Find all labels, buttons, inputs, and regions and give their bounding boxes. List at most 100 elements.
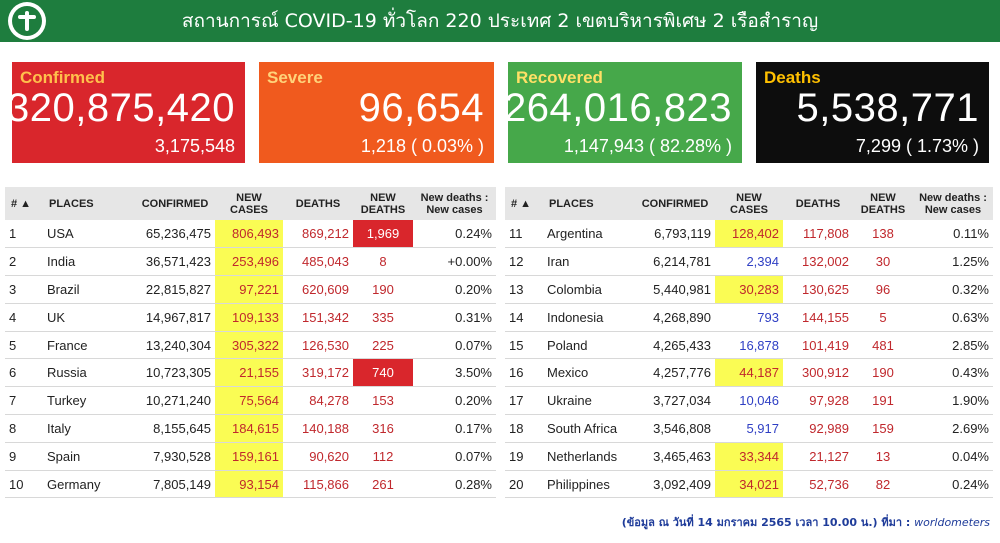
cell-new-cases: 253,496 <box>215 247 283 277</box>
cell-confirmed: 6,214,781 <box>635 247 715 277</box>
cell-deaths: 132,002 <box>783 247 853 277</box>
cell-rank: 6 <box>5 358 43 388</box>
table-row: 3 Brazil 22,815,827 97,221 620,609 190 0.20% <box>5 275 496 304</box>
cell-new-deaths: 82 <box>853 470 913 499</box>
cell-new-deaths: 316 <box>353 414 413 443</box>
cell-rank: 4 <box>5 303 43 332</box>
cell-place: Russia <box>43 358 135 388</box>
page-title: สถานการณ์ COVID-19 ทั่วโลก 220 ประเทศ 2 … <box>181 10 819 32</box>
cell-new-cases: 16,878 <box>715 331 783 360</box>
new-deaths-header[interactable]: NEW DEATHS <box>853 187 913 220</box>
new-cases-header[interactable]: NEW CASES <box>215 187 283 220</box>
cell-new-cases: 5,917 <box>715 414 783 443</box>
cell-rank: 8 <box>5 414 43 443</box>
cell-deaths: 140,188 <box>283 414 353 443</box>
cell-deaths: 90,620 <box>283 442 353 471</box>
places-header[interactable]: PLACES <box>43 187 135 220</box>
new-cases-header[interactable]: NEW CASES <box>715 187 783 220</box>
cell-ratio: 0.31% <box>413 303 496 332</box>
cell-ratio: 0.20% <box>413 386 496 416</box>
cell-new-deaths: 138 <box>853 220 913 249</box>
cell-confirmed: 4,257,776 <box>635 358 715 388</box>
cell-place: Italy <box>43 414 135 443</box>
sort-rank-header[interactable]: # ▲ <box>5 187 43 220</box>
confirmed-header[interactable]: CONFIRMED <box>135 187 215 220</box>
cell-place: Argentina <box>543 220 635 249</box>
cell-deaths: 117,808 <box>783 220 853 249</box>
cell-new-deaths: 225 <box>353 331 413 360</box>
table-row: 13 Colombia 5,440,981 30,283 130,625 96 0.32% <box>505 275 993 304</box>
cell-rank: 18 <box>505 414 543 443</box>
cell-deaths: 620,609 <box>283 275 353 304</box>
cell-place: Indonesia <box>543 303 635 332</box>
cell-new-deaths: 1,969 <box>353 220 413 249</box>
sort-rank-header[interactable]: # ▲ <box>505 187 543 220</box>
deaths-header[interactable]: DEATHS <box>783 187 853 220</box>
cell-ratio: 0.20% <box>413 275 496 304</box>
cell-place: Ukraine <box>543 386 635 416</box>
cell-ratio: 0.11% <box>913 220 993 249</box>
cell-confirmed: 6,793,119 <box>635 220 715 249</box>
recovered-label: Recovered <box>516 68 603 87</box>
cell-deaths: 101,419 <box>783 331 853 360</box>
confirmed-card: Confirmed 320,875,420 3,175,548 <box>7 62 245 163</box>
table-row: 9 Spain 7,930,528 159,161 90,620 112 0.07% <box>5 442 496 471</box>
cell-new-deaths: 112 <box>353 442 413 471</box>
table-row: 18 South Africa 3,546,808 5,917 92,989 159 2.6… <box>505 414 993 443</box>
table-row: 19 Netherlands 3,465,463 33,344 21,127 13 0.04… <box>505 442 993 471</box>
cell-new-cases: 305,322 <box>215 331 283 360</box>
places-header[interactable]: PLACES <box>543 187 635 220</box>
cell-rank: 10 <box>5 470 43 499</box>
new-deaths-header[interactable]: NEW DEATHS <box>353 187 413 220</box>
table-row: 4 UK 14,967,817 109,133 151,342 335 0.31% <box>5 303 496 332</box>
table-header-row: # ▲ PLACES CONFIRMED NEW CASES DEATHS NE… <box>505 187 993 220</box>
ratio-header[interactable]: New deaths : New cases <box>913 187 993 220</box>
cell-place: Colombia <box>543 275 635 304</box>
cell-ratio: 0.63% <box>913 303 993 332</box>
cell-rank: 14 <box>505 303 543 332</box>
cell-ratio: +0.00% <box>413 247 496 277</box>
cell-new-deaths: 8 <box>353 247 413 277</box>
cell-confirmed: 3,092,409 <box>635 470 715 499</box>
cell-new-cases: 34,021 <box>715 470 783 499</box>
cell-deaths: 126,530 <box>283 331 353 360</box>
cell-new-deaths: 96 <box>853 275 913 304</box>
cell-deaths: 869,212 <box>283 220 353 249</box>
cell-deaths: 300,912 <box>783 358 853 388</box>
cell-ratio: 3.50% <box>413 358 496 388</box>
cell-ratio: 0.24% <box>913 470 993 499</box>
table-row: 5 France 13,240,304 305,322 126,530 225 0.07% <box>5 331 496 360</box>
cell-deaths: 97,928 <box>783 386 853 416</box>
recovered-total: 264,016,823 <box>504 86 732 130</box>
cell-confirmed: 3,727,034 <box>635 386 715 416</box>
cell-new-deaths: 13 <box>853 442 913 471</box>
cell-confirmed: 36,571,423 <box>135 247 215 277</box>
table-row: 17 Ukraine 3,727,034 10,046 97,928 191 1.90% <box>505 386 993 416</box>
source-link[interactable]: worldometers <box>914 516 990 529</box>
cell-new-deaths: 740 <box>353 358 413 388</box>
severe-total: 96,654 <box>358 86 484 130</box>
cell-new-cases: 93,154 <box>215 470 283 499</box>
ratio-header[interactable]: New deaths : New cases <box>413 187 496 220</box>
data-date-note: (ข้อมูล ณ วันที่ 14 มกราคม 2565 เวลา 10.… <box>621 516 911 529</box>
cell-new-cases: 97,221 <box>215 275 283 304</box>
cell-new-cases: 33,344 <box>715 442 783 471</box>
table-row: 2 India 36,571,423 253,496 485,043 8 +0.00% <box>5 247 496 277</box>
cell-rank: 19 <box>505 442 543 471</box>
cell-new-deaths: 159 <box>853 414 913 443</box>
cell-new-cases: 793 <box>715 303 783 332</box>
cell-confirmed: 14,967,817 <box>135 303 215 332</box>
deaths-header[interactable]: DEATHS <box>283 187 353 220</box>
confirmed-header[interactable]: CONFIRMED <box>635 187 715 220</box>
table-row: 14 Indonesia 4,268,890 793 144,155 5 0.63% <box>505 303 993 332</box>
cell-new-deaths: 335 <box>353 303 413 332</box>
cell-ratio: 0.17% <box>413 414 496 443</box>
cell-ratio: 1.90% <box>913 386 993 416</box>
cell-new-cases: 21,155 <box>215 358 283 388</box>
severe-card: Severe 96,654 1,218 ( 0.03% ) <box>259 62 494 163</box>
cell-place: Germany <box>43 470 135 499</box>
recovered-new: 1,147,943 ( 82.28% ) <box>563 136 732 156</box>
cell-new-cases: 44,187 <box>715 358 783 388</box>
deaths-card: Deaths 5,538,771 7,299 ( 1.73% ) <box>756 62 989 163</box>
table-row: 10 Germany 7,805,149 93,154 115,866 261 0.28% <box>5 470 496 499</box>
